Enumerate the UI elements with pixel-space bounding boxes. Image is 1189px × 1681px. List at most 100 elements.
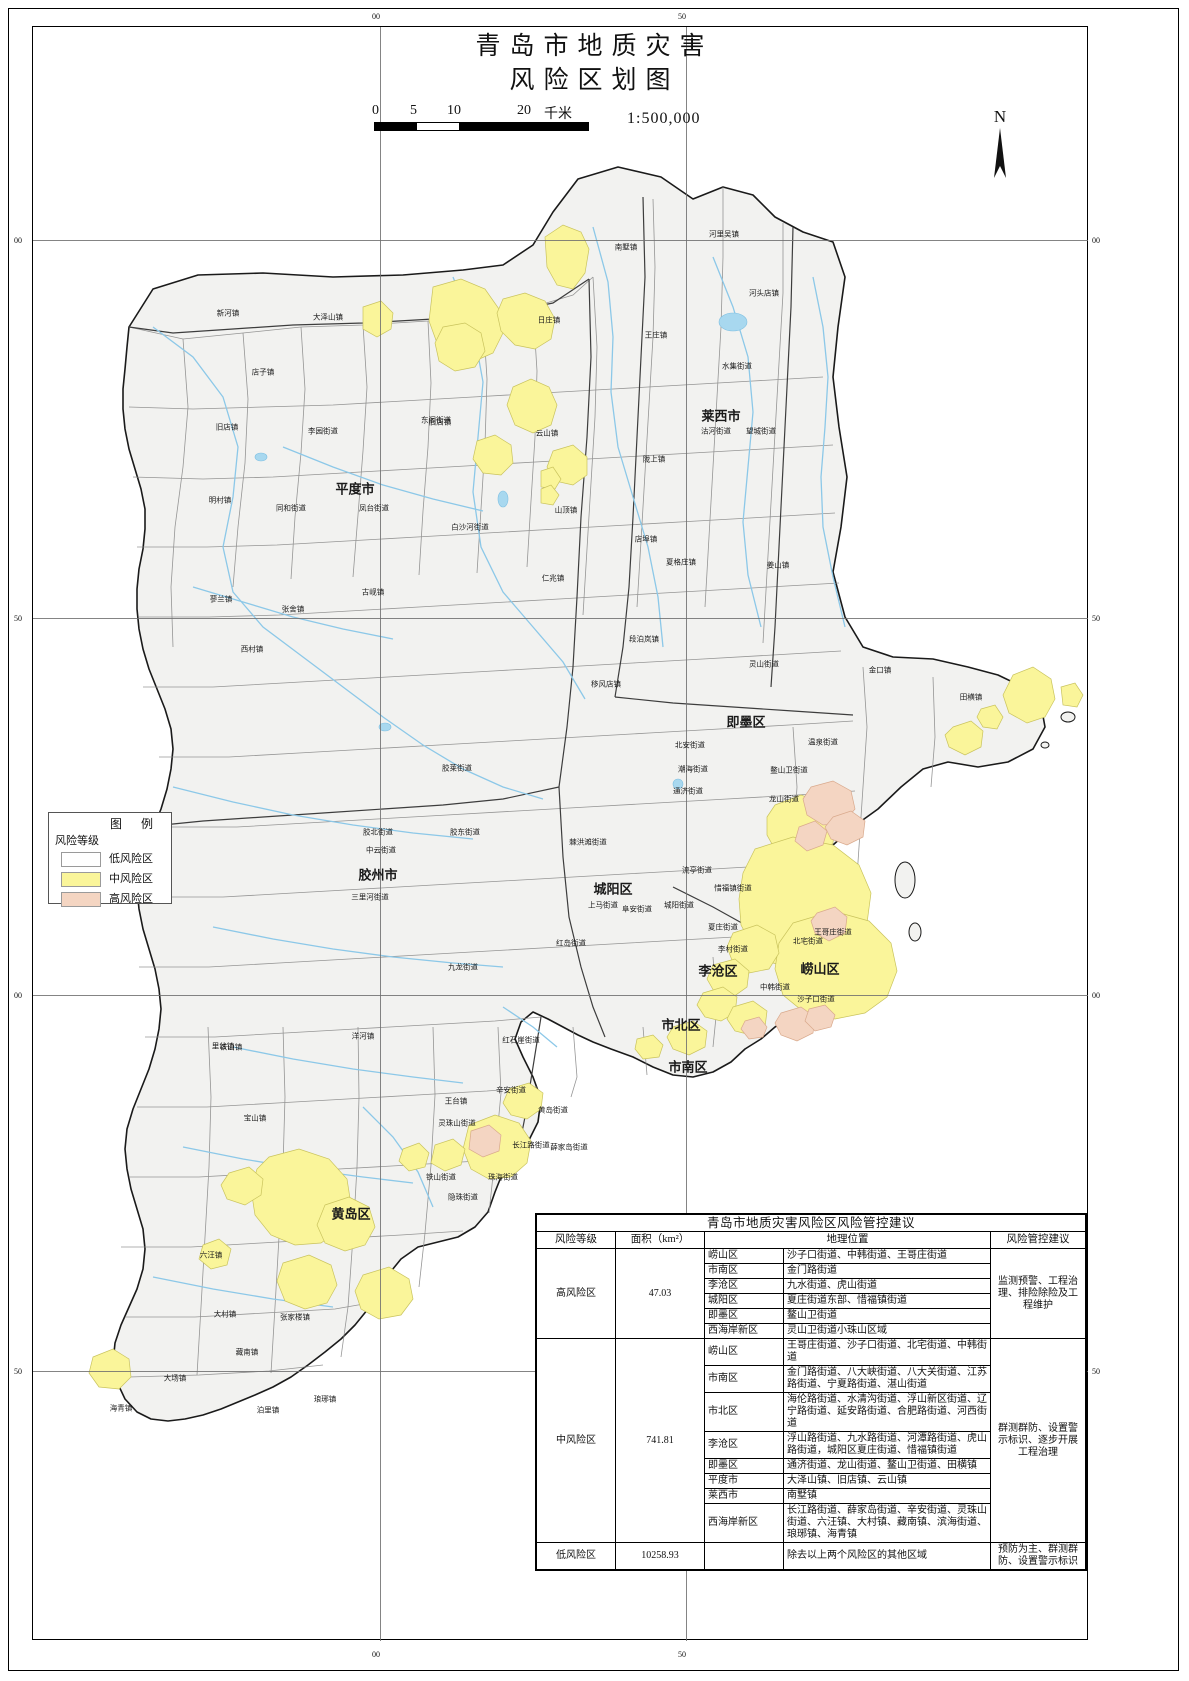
header-advice: 风险管控建议 <box>990 1231 1086 1249</box>
map-label-town: 北安街道 <box>675 740 705 750</box>
scale-bar-ticks: 0 5 10 20 千米 <box>372 103 622 122</box>
map-label-town: 沽河街道 <box>701 426 731 436</box>
map-label-town: 移风店镇 <box>591 679 621 689</box>
map-label-town: 洋河镇 <box>351 1031 375 1041</box>
map-label-town: 海青镇 <box>109 1403 133 1413</box>
map-label-city: 崂山区 <box>800 961 840 977</box>
map-label-town: 流亭街道 <box>682 865 712 875</box>
table-row: 低风险区 10258.93 除去以上两个风险区的其他区域 预防为主、群测群防、设置警示… <box>536 1542 1086 1570</box>
legend-label-medium-risk: 中风险区 <box>109 873 153 885</box>
table-title: 青岛市地质灾害风险区风险管控建议 <box>536 1214 1086 1232</box>
cell-streets: 金门路街道 <box>783 1263 991 1279</box>
cell-district: 崂山区 <box>704 1248 784 1264</box>
map-label-town: 东阁街道 <box>421 415 451 425</box>
map-label-town: 红石崖街道 <box>502 1035 540 1045</box>
cell-streets: 九水街道、虎山街道 <box>783 1278 991 1294</box>
cell-district: 莱西市 <box>704 1488 784 1504</box>
map-label-town: 段泊岚镇 <box>629 634 659 644</box>
cell-district <box>704 1542 784 1570</box>
graticule-line-v1 <box>380 27 381 1641</box>
cell-district: 李沧区 <box>704 1431 784 1459</box>
map-label-town: 店子镇 <box>251 367 275 377</box>
map-label-city: 胶州市 <box>358 867 398 883</box>
map-label-town: 三里河街道 <box>351 892 389 902</box>
cell-advice: 监测预警、工程治理、排险除险及工程维护 <box>990 1248 1086 1339</box>
scale-tick-10: 10 <box>447 103 461 118</box>
map-label-town: 龙山街道 <box>769 794 799 804</box>
legend-label-low-risk: 低风险区 <box>109 853 153 865</box>
cell-district: 市北区 <box>704 1392 784 1432</box>
graticule-label-bottom-1: 00 <box>372 1650 380 1659</box>
map-outer-neatline <box>8 8 1179 1671</box>
map-label-town: 同和街道 <box>276 503 306 513</box>
map-label-town: 姜山镇 <box>766 560 790 570</box>
header-risk-level: 风险等级 <box>536 1231 616 1249</box>
map-label-town: 惜福镇街道 <box>714 883 752 893</box>
map-label-town: 铁山镇 <box>219 1042 243 1052</box>
scale-unit-label: 千米 <box>544 107 572 122</box>
map-label-town: 南墅镇 <box>614 242 638 252</box>
graticule-line-h2 <box>33 618 1088 619</box>
table-header-row: 风险等级 面积（km²） 地理位置 风险管控建议 <box>536 1231 1086 1249</box>
map-label-town: 蓼兰镇 <box>209 594 233 604</box>
map-label-town: 胶东街道 <box>450 827 480 837</box>
map-label-town: 夏庄街道 <box>708 922 738 932</box>
graticule-line-h3 <box>33 995 1088 996</box>
north-arrow: N <box>980 108 1020 180</box>
map-label-town: 王庄镇 <box>644 330 668 340</box>
map-label-town: 温泉街道 <box>808 737 838 747</box>
map-label-town: 长江路街道 <box>512 1140 550 1150</box>
cell-streets: 沙子口街道、中韩街道、王哥庄街道 <box>783 1248 991 1264</box>
map-canvas[interactable] <box>33 27 1087 1639</box>
cell-streets: 灵山卫街道小珠山区域 <box>783 1323 991 1339</box>
map-label-town: 凤台街道 <box>359 503 389 513</box>
table-row: 平度市 大泽山镇、旧店镇、云山镇 <box>537 1473 1086 1489</box>
graticule-label-left-2: 50 <box>14 614 22 623</box>
map-label-town: 珠海街道 <box>488 1172 518 1182</box>
graticule-label-left-3: 00 <box>14 991 22 1000</box>
map-label-city: 李沧区 <box>698 963 738 979</box>
risk-management-table: 青岛市地质灾害风险区风险管控建议 风险等级 面积（km²） 地理位置 风险管控建… <box>535 1213 1087 1571</box>
cell-district: 崂山区 <box>704 1338 784 1366</box>
map-label-town: 山顶镇 <box>554 505 578 515</box>
graticule-line-h1 <box>33 240 1088 241</box>
graticule-label-right-4: 50 <box>1092 1367 1100 1376</box>
cell-streets: 南墅镇 <box>783 1488 991 1504</box>
cell-streets: 长江路街道、薛家岛街道、辛安街道、灵珠山街道、六汪镇、大村镇、藏南镇、滨海街道、… <box>783 1503 991 1543</box>
cell-streets: 除去以上两个风险区的其他区域 <box>783 1542 991 1570</box>
table-row: 即墨区 通济街道、龙山街道、鳌山卫街道、田横镇 <box>537 1458 1086 1474</box>
legend-item-medium-risk: 中风险区 <box>55 870 165 889</box>
map-label-town: 张家楼镇 <box>280 1312 310 1322</box>
table-row: 高风险区 47.03 崂山区 沙子口街道、中韩街道、王哥庄街道 监测预警、工程治理、排险… <box>536 1248 1086 1339</box>
cell-streets: 王哥庄街道、沙子口街道、北宅街道、中韩街道 <box>783 1338 991 1366</box>
graticule-label-right-1: 00 <box>1092 236 1100 245</box>
legend-title: 图 例 <box>109 817 161 831</box>
graticule-label-right-2: 50 <box>1092 614 1100 623</box>
map-label-city: 平度市 <box>335 481 375 497</box>
scale-bar-graphic <box>374 122 589 131</box>
map-label-town: 铁山街道 <box>426 1172 456 1182</box>
map-label-town: 宝山镇 <box>243 1113 267 1123</box>
map-label-town: 河头店镇 <box>749 288 779 298</box>
cell-streets: 海伦路街道、水清沟街道、浮山新区街道、辽宁路街道、延安路街道、合肥路街道、河西街… <box>783 1392 991 1432</box>
cell-streets: 通济街道、龙山街道、鳌山卫街道、田横镇 <box>783 1458 991 1474</box>
map-label-town: 六汪镇 <box>199 1250 223 1260</box>
map-label-town: 鳌山卫街道 <box>770 765 808 775</box>
map-label-town: 大泽山镇 <box>313 312 343 322</box>
map-label-city: 即墨区 <box>726 714 766 730</box>
cell-district: 平度市 <box>704 1473 784 1489</box>
cell-district: 西海岸新区 <box>704 1503 784 1543</box>
cell-district: 李沧区 <box>704 1278 784 1294</box>
map-label-town: 云山镇 <box>535 428 559 438</box>
map-label-town: 古岘镇 <box>361 587 385 597</box>
cell-district: 即墨区 <box>704 1458 784 1474</box>
map-label-town: 九龙街道 <box>448 962 478 972</box>
table-row: 中风险区 741.81 崂山区 王哥庄街道、沙子口街道、北宅街道、中韩街道 群测群防、设… <box>536 1338 1086 1543</box>
map-label-town: 田横镇 <box>959 692 983 702</box>
map-label-town: 夏格庄镇 <box>666 557 696 567</box>
map-label-town: 潮海街道 <box>678 764 708 774</box>
map-label-town: 辛安街道 <box>496 1085 526 1095</box>
map-label-town: 灵珠山街道 <box>438 1118 476 1128</box>
graticule-label-left-4: 50 <box>14 1367 22 1376</box>
scale-seg-3 <box>459 123 588 130</box>
